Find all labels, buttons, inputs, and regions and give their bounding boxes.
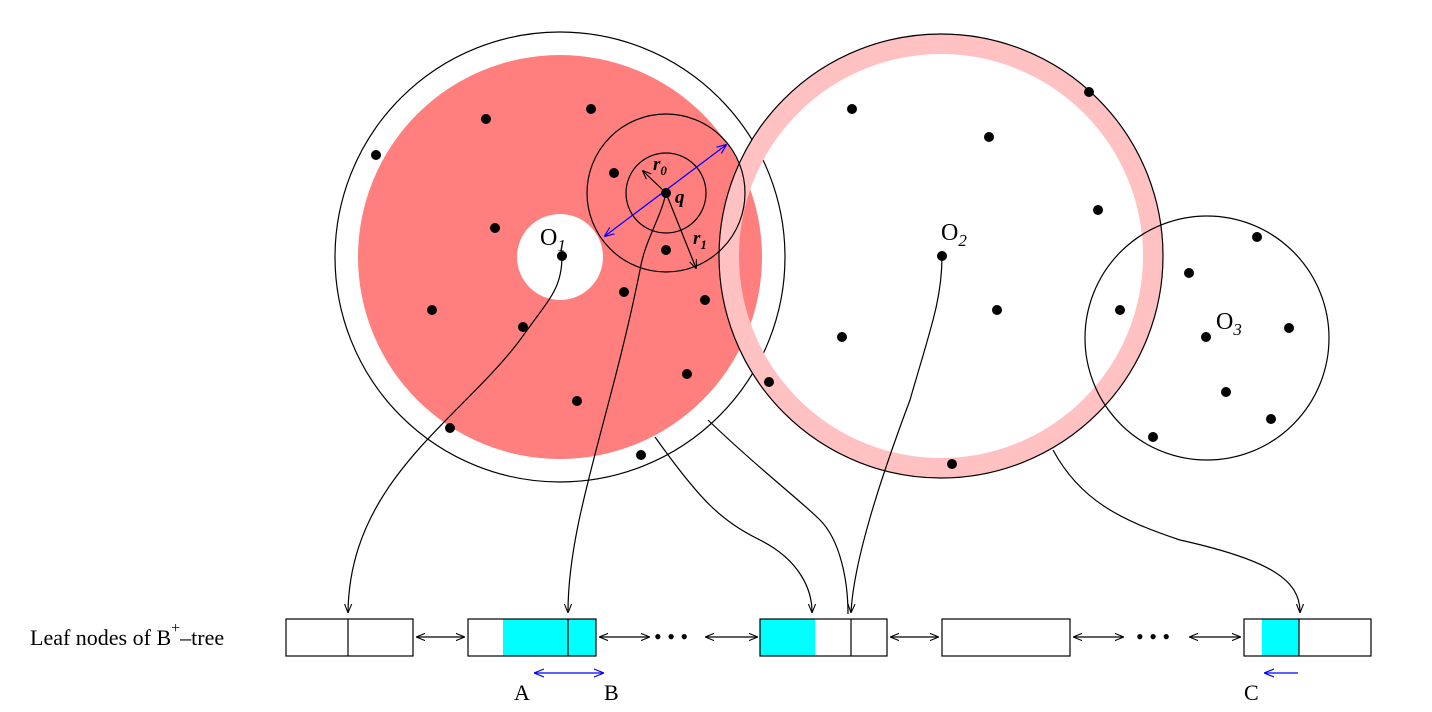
label-q: q: [675, 187, 685, 208]
query-radius-r1-circle: [586, 113, 746, 273]
data-point: [992, 305, 1002, 315]
data-point: [837, 332, 847, 342]
pointer-o2-center: [851, 255, 943, 612]
data-point: [1148, 432, 1158, 442]
marker-b: B: [604, 680, 619, 705]
data-points: [371, 87, 1294, 469]
data-point: [619, 287, 629, 297]
leaf-node-2: [467, 618, 597, 657]
leaf-node-3-highlight: [760, 619, 815, 656]
ball-o3-boundary: [1084, 215, 1330, 461]
data-point: [572, 396, 582, 406]
pointer-curves: [348, 192, 1300, 615]
leaf-node-4: [941, 618, 1071, 657]
ball-o2-search-ring: [719, 34, 1163, 478]
o3-center-point: [1201, 332, 1211, 342]
label-o1: O1: [540, 225, 566, 255]
leaf-node-3: [759, 618, 888, 657]
data-point: [1093, 205, 1103, 215]
data-point: [847, 104, 857, 114]
ball-o2-boundary: [718, 33, 1164, 479]
label-r1: r1: [693, 228, 707, 252]
data-point: [1221, 387, 1231, 397]
pointer-o2-boundary: [1052, 449, 1300, 612]
data-point: [661, 245, 671, 255]
r0-radius-arrow: [643, 171, 667, 194]
marker-c: C: [1244, 680, 1259, 705]
data-point: [490, 223, 500, 233]
data-point: [764, 377, 774, 387]
r1-radius-arrow: [665, 192, 696, 268]
marker-a: A: [514, 680, 530, 705]
pointer-q: [568, 192, 667, 612]
data-point: [947, 459, 957, 469]
pointer-o1-center: [348, 255, 563, 612]
data-point: [700, 295, 710, 305]
data-point: [1266, 414, 1276, 424]
leaf-node-5: [1243, 618, 1372, 657]
data-point: [609, 168, 619, 178]
pointer-o1-boundary-2: [707, 419, 849, 615]
ball-o1-outer-boundary: [334, 31, 786, 483]
label-r0: r0: [653, 154, 667, 178]
data-point: [636, 450, 646, 460]
data-point: [1115, 305, 1125, 315]
leaf-node-5-highlight: [1262, 619, 1299, 656]
data-point: [518, 322, 528, 332]
label-o3: O3: [1216, 309, 1242, 339]
data-point: [427, 305, 437, 315]
data-point: [1284, 323, 1294, 333]
data-point: [1252, 232, 1262, 242]
data-point: [371, 150, 381, 160]
ball-o2: [718, 33, 1164, 479]
pointer-o1-boundary: [654, 436, 812, 612]
btree-label: Leaf nodes of B+–tree: [30, 620, 224, 650]
leaf-ellipsis-2: • • •: [1136, 624, 1170, 649]
leaf-ellipsis-1: • • •: [654, 624, 688, 649]
data-point: [1184, 268, 1194, 278]
label-o2: O2: [941, 220, 967, 250]
data-point: [682, 369, 692, 379]
leaf-node-1: [285, 618, 414, 657]
data-point: [1084, 87, 1094, 97]
data-point: [586, 104, 596, 114]
leaf-node-2-highlight: [503, 619, 596, 656]
data-point: [445, 423, 455, 433]
data-point: [984, 132, 994, 142]
data-point: [481, 114, 491, 124]
